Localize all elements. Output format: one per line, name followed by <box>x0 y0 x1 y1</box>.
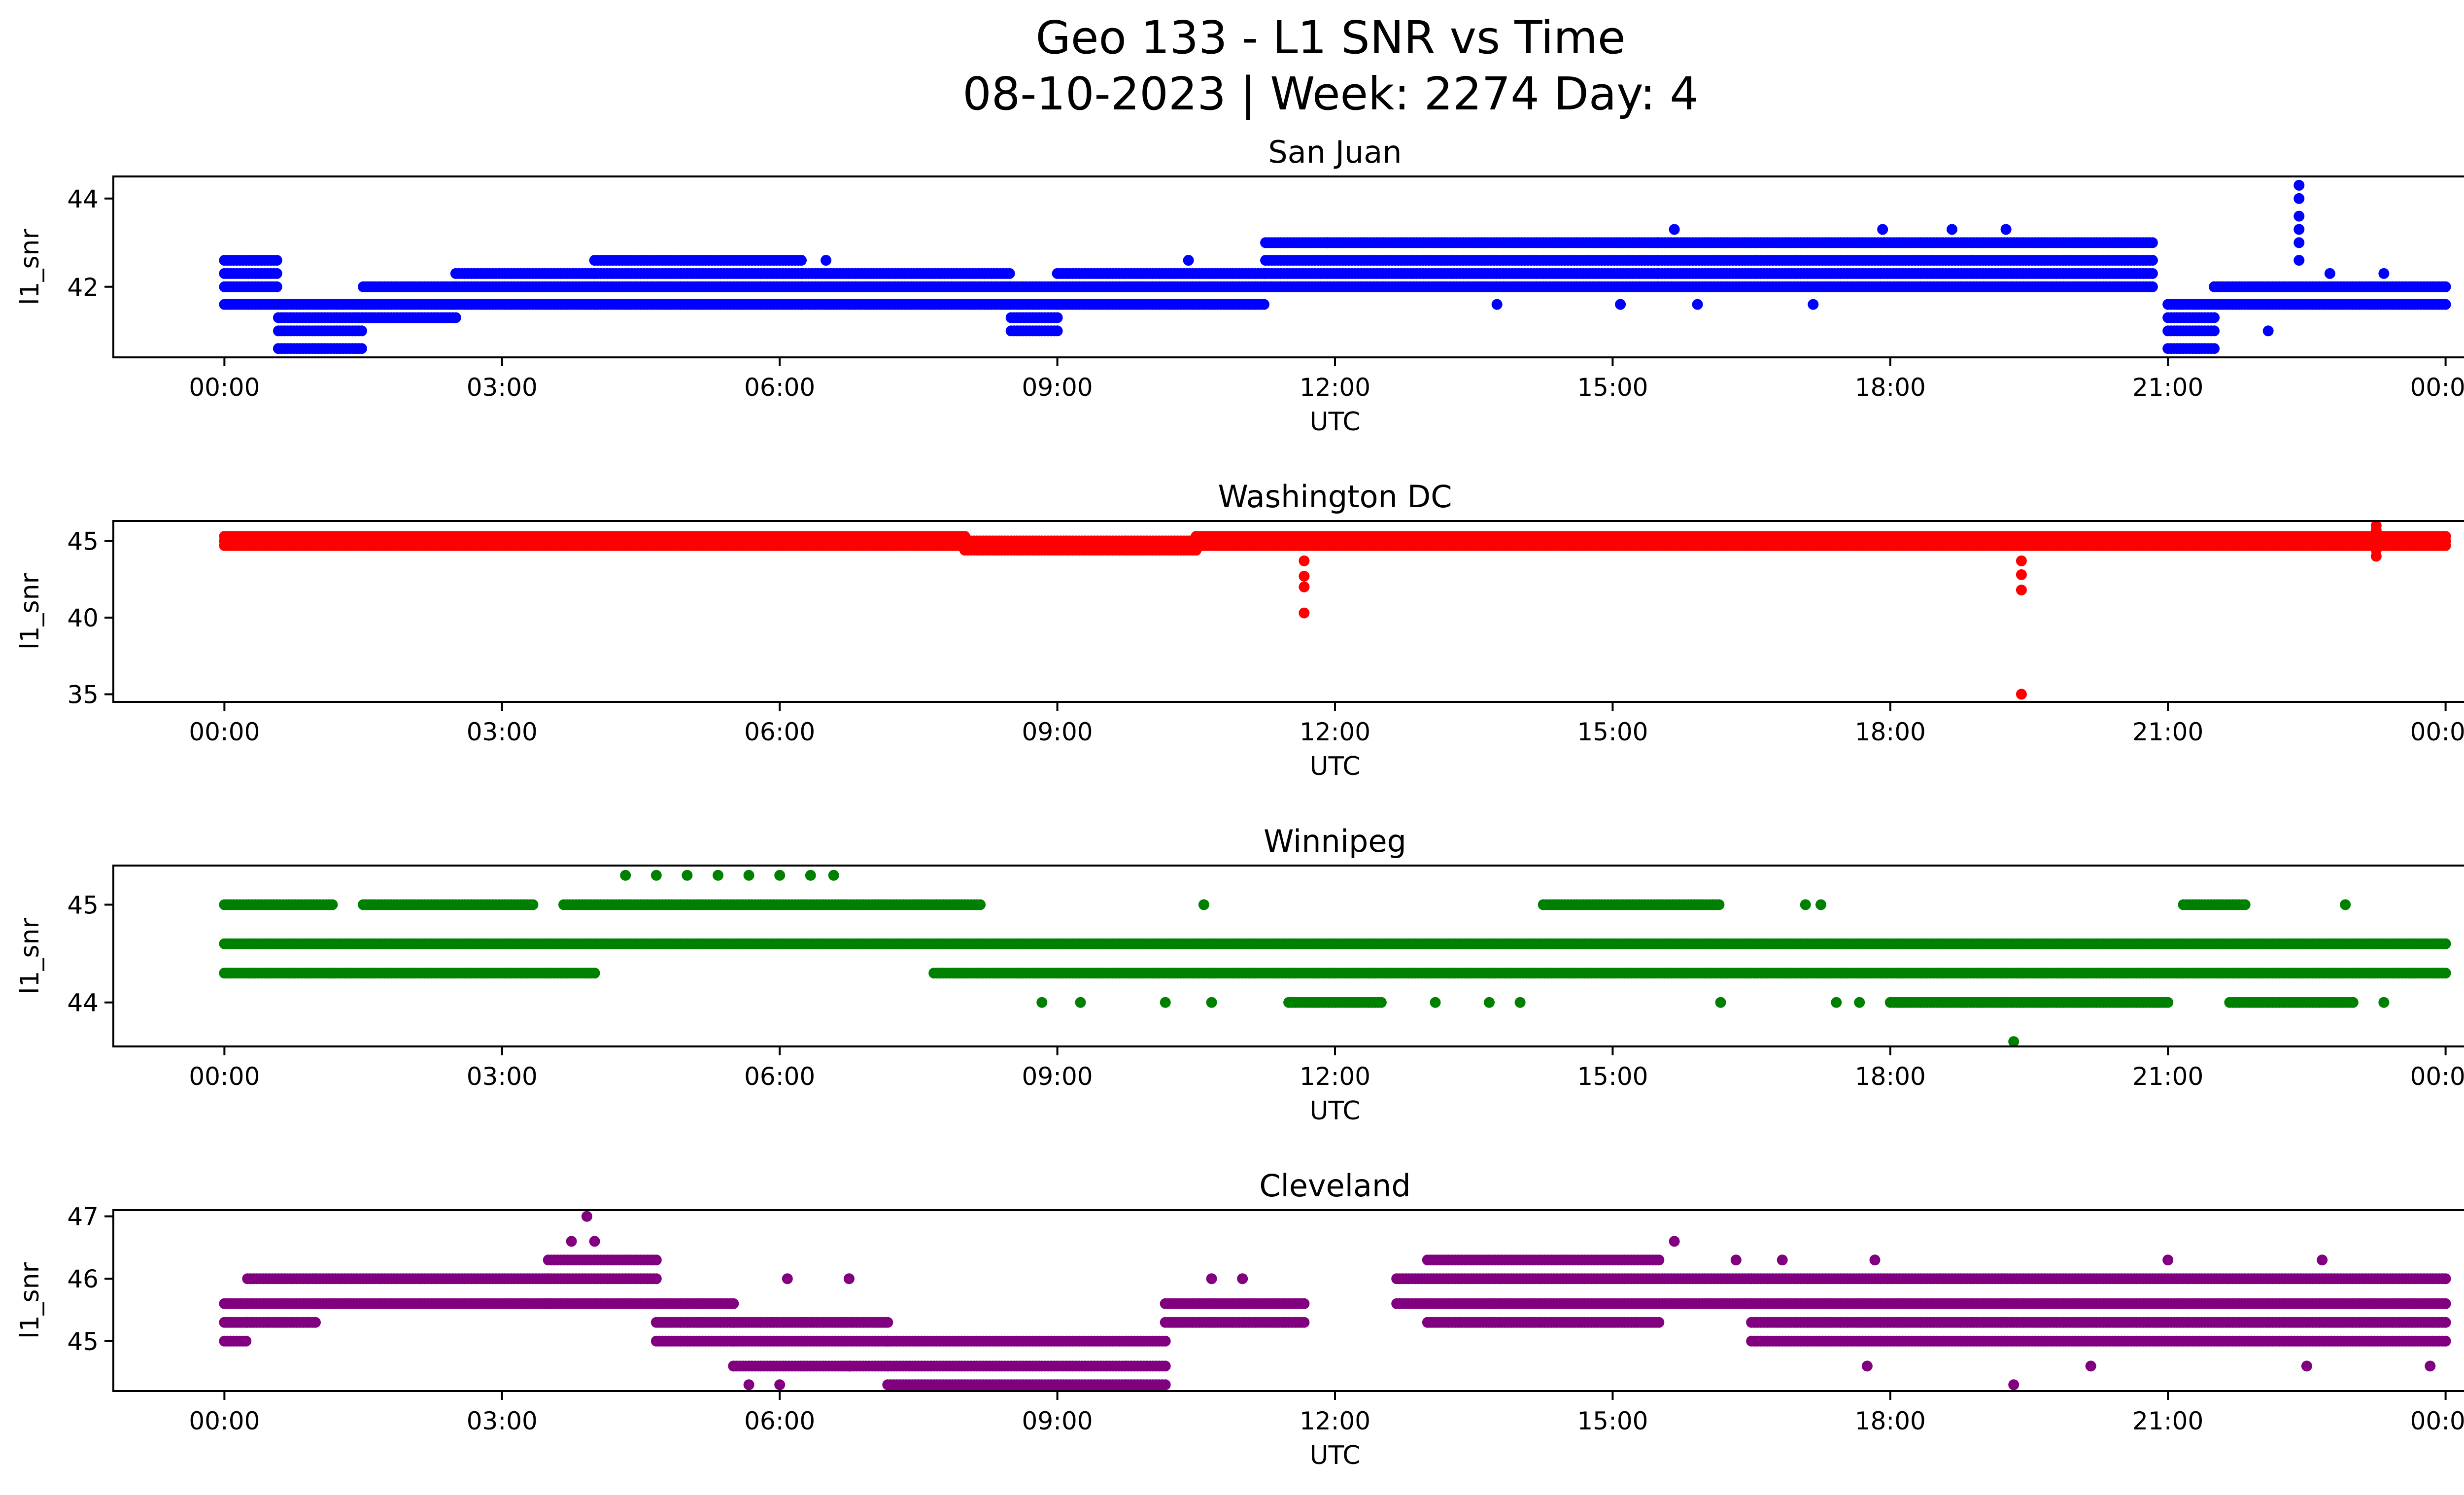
figure-title-line1: Geo 133 - L1 SNR vs Time <box>1036 11 1626 64</box>
x-tick-label: 18:00 <box>1855 373 1926 402</box>
data-point <box>2262 325 2274 337</box>
data-point <box>2147 237 2158 248</box>
x-tick-label: 09:00 <box>1022 718 1093 746</box>
y-tick-label: 45 <box>67 527 99 556</box>
data-point <box>2440 299 2451 310</box>
data-point <box>1615 299 1626 310</box>
x-tick-label: 21:00 <box>2132 718 2203 746</box>
data-point <box>821 255 832 266</box>
data-point <box>1322 237 1333 248</box>
data-point <box>1491 299 1503 310</box>
x-tick-label: 12:00 <box>1300 373 1370 402</box>
data-point <box>2209 312 2220 323</box>
data-point <box>2370 545 2382 556</box>
panel-title: Washington DC <box>1218 479 1452 515</box>
data-point <box>1669 224 1680 235</box>
data-point <box>2016 585 2027 595</box>
data-point <box>271 281 282 292</box>
data-point <box>2440 531 2451 542</box>
data-point <box>2016 569 2027 580</box>
panel-washington-dc: Washington DC 00:00 03:00 06:00 09:00 12:00 15… <box>15 479 2464 781</box>
x-tick-label: 15:00 <box>1577 718 1648 746</box>
data-point <box>1877 224 1888 235</box>
y-axis-label: l1_snr <box>15 573 45 650</box>
data-point <box>2147 268 2158 279</box>
panel-title: San Juan <box>1268 134 1402 170</box>
panel-san-juan: San Juan 00:00 03:00 06:00 09:00 12:00 15:00 18… <box>15 134 2464 437</box>
x-tick-label: 00:00 <box>2410 718 2464 746</box>
data-point <box>1299 607 1310 619</box>
x-tick-label: 03:00 <box>467 373 538 402</box>
data-point <box>1692 299 1703 310</box>
data-point <box>1947 224 1957 235</box>
data-point <box>1052 325 1063 337</box>
x-tick-label: 06:00 <box>744 373 815 402</box>
data-point <box>1183 255 1194 266</box>
data-points <box>219 869 2451 1046</box>
data-point <box>2293 210 2305 222</box>
x-tick-label: 09:00 <box>1022 373 1093 402</box>
x-tick-label: 00:00 <box>189 373 260 402</box>
data-point <box>2016 689 2027 700</box>
data-point <box>2378 268 2390 279</box>
data-points <box>219 521 2451 700</box>
y-axis-label: l1_snr <box>15 228 45 305</box>
x-tick-label: 00:00 <box>2410 373 2464 402</box>
data-point <box>1052 312 1063 323</box>
data-point <box>2209 325 2220 337</box>
data-point <box>2440 281 2451 292</box>
x-tick-label: 21:00 <box>2132 373 2203 402</box>
data-point <box>2293 179 2305 191</box>
panel-title: Winnipeg <box>1264 823 1406 859</box>
x-tick-label: 03:00 <box>467 718 538 746</box>
data-point <box>1299 571 1310 582</box>
x-tick-label: 00:00 <box>189 718 260 746</box>
data-point <box>2324 268 2335 279</box>
data-point <box>2000 224 2012 235</box>
data-point <box>2147 255 2158 266</box>
y-tick-label: 42 <box>67 273 99 302</box>
data-point <box>1299 581 1310 592</box>
data-point <box>2370 524 2382 536</box>
y-tick-label: 35 <box>67 680 99 709</box>
data-point <box>2293 193 2305 204</box>
data-point <box>356 343 367 354</box>
x-tick-label: 06:00 <box>744 718 815 746</box>
x-axis-label: UTC <box>1309 407 1360 437</box>
data-point <box>2293 237 2305 248</box>
figure-title-line2: 08-10-2023 | Week: 2274 Day: 4 <box>962 68 1699 120</box>
data-point <box>2147 281 2158 292</box>
data-point <box>2293 255 2305 266</box>
data-point <box>1004 268 1015 279</box>
data-point <box>2209 343 2220 354</box>
x-tick-label: 18:00 <box>1855 718 1926 746</box>
x-axis-label: UTC <box>1309 752 1360 781</box>
data-point <box>1808 299 1819 310</box>
x-tick-label: 15:00 <box>1577 373 1648 402</box>
data-point <box>450 312 461 323</box>
data-point <box>796 255 807 266</box>
data-point <box>271 255 282 266</box>
y-tick-label: 44 <box>67 185 99 213</box>
y-tick-label: 40 <box>67 604 99 632</box>
data-point <box>271 268 282 279</box>
data-point <box>2016 555 2027 566</box>
data-point <box>2293 224 2305 235</box>
data-point <box>1259 299 1269 310</box>
data-point <box>356 325 367 337</box>
data-point <box>604 255 616 266</box>
x-tick-label: 12:00 <box>1300 718 1370 746</box>
data-point <box>1299 555 1310 566</box>
data-points <box>219 179 2451 354</box>
